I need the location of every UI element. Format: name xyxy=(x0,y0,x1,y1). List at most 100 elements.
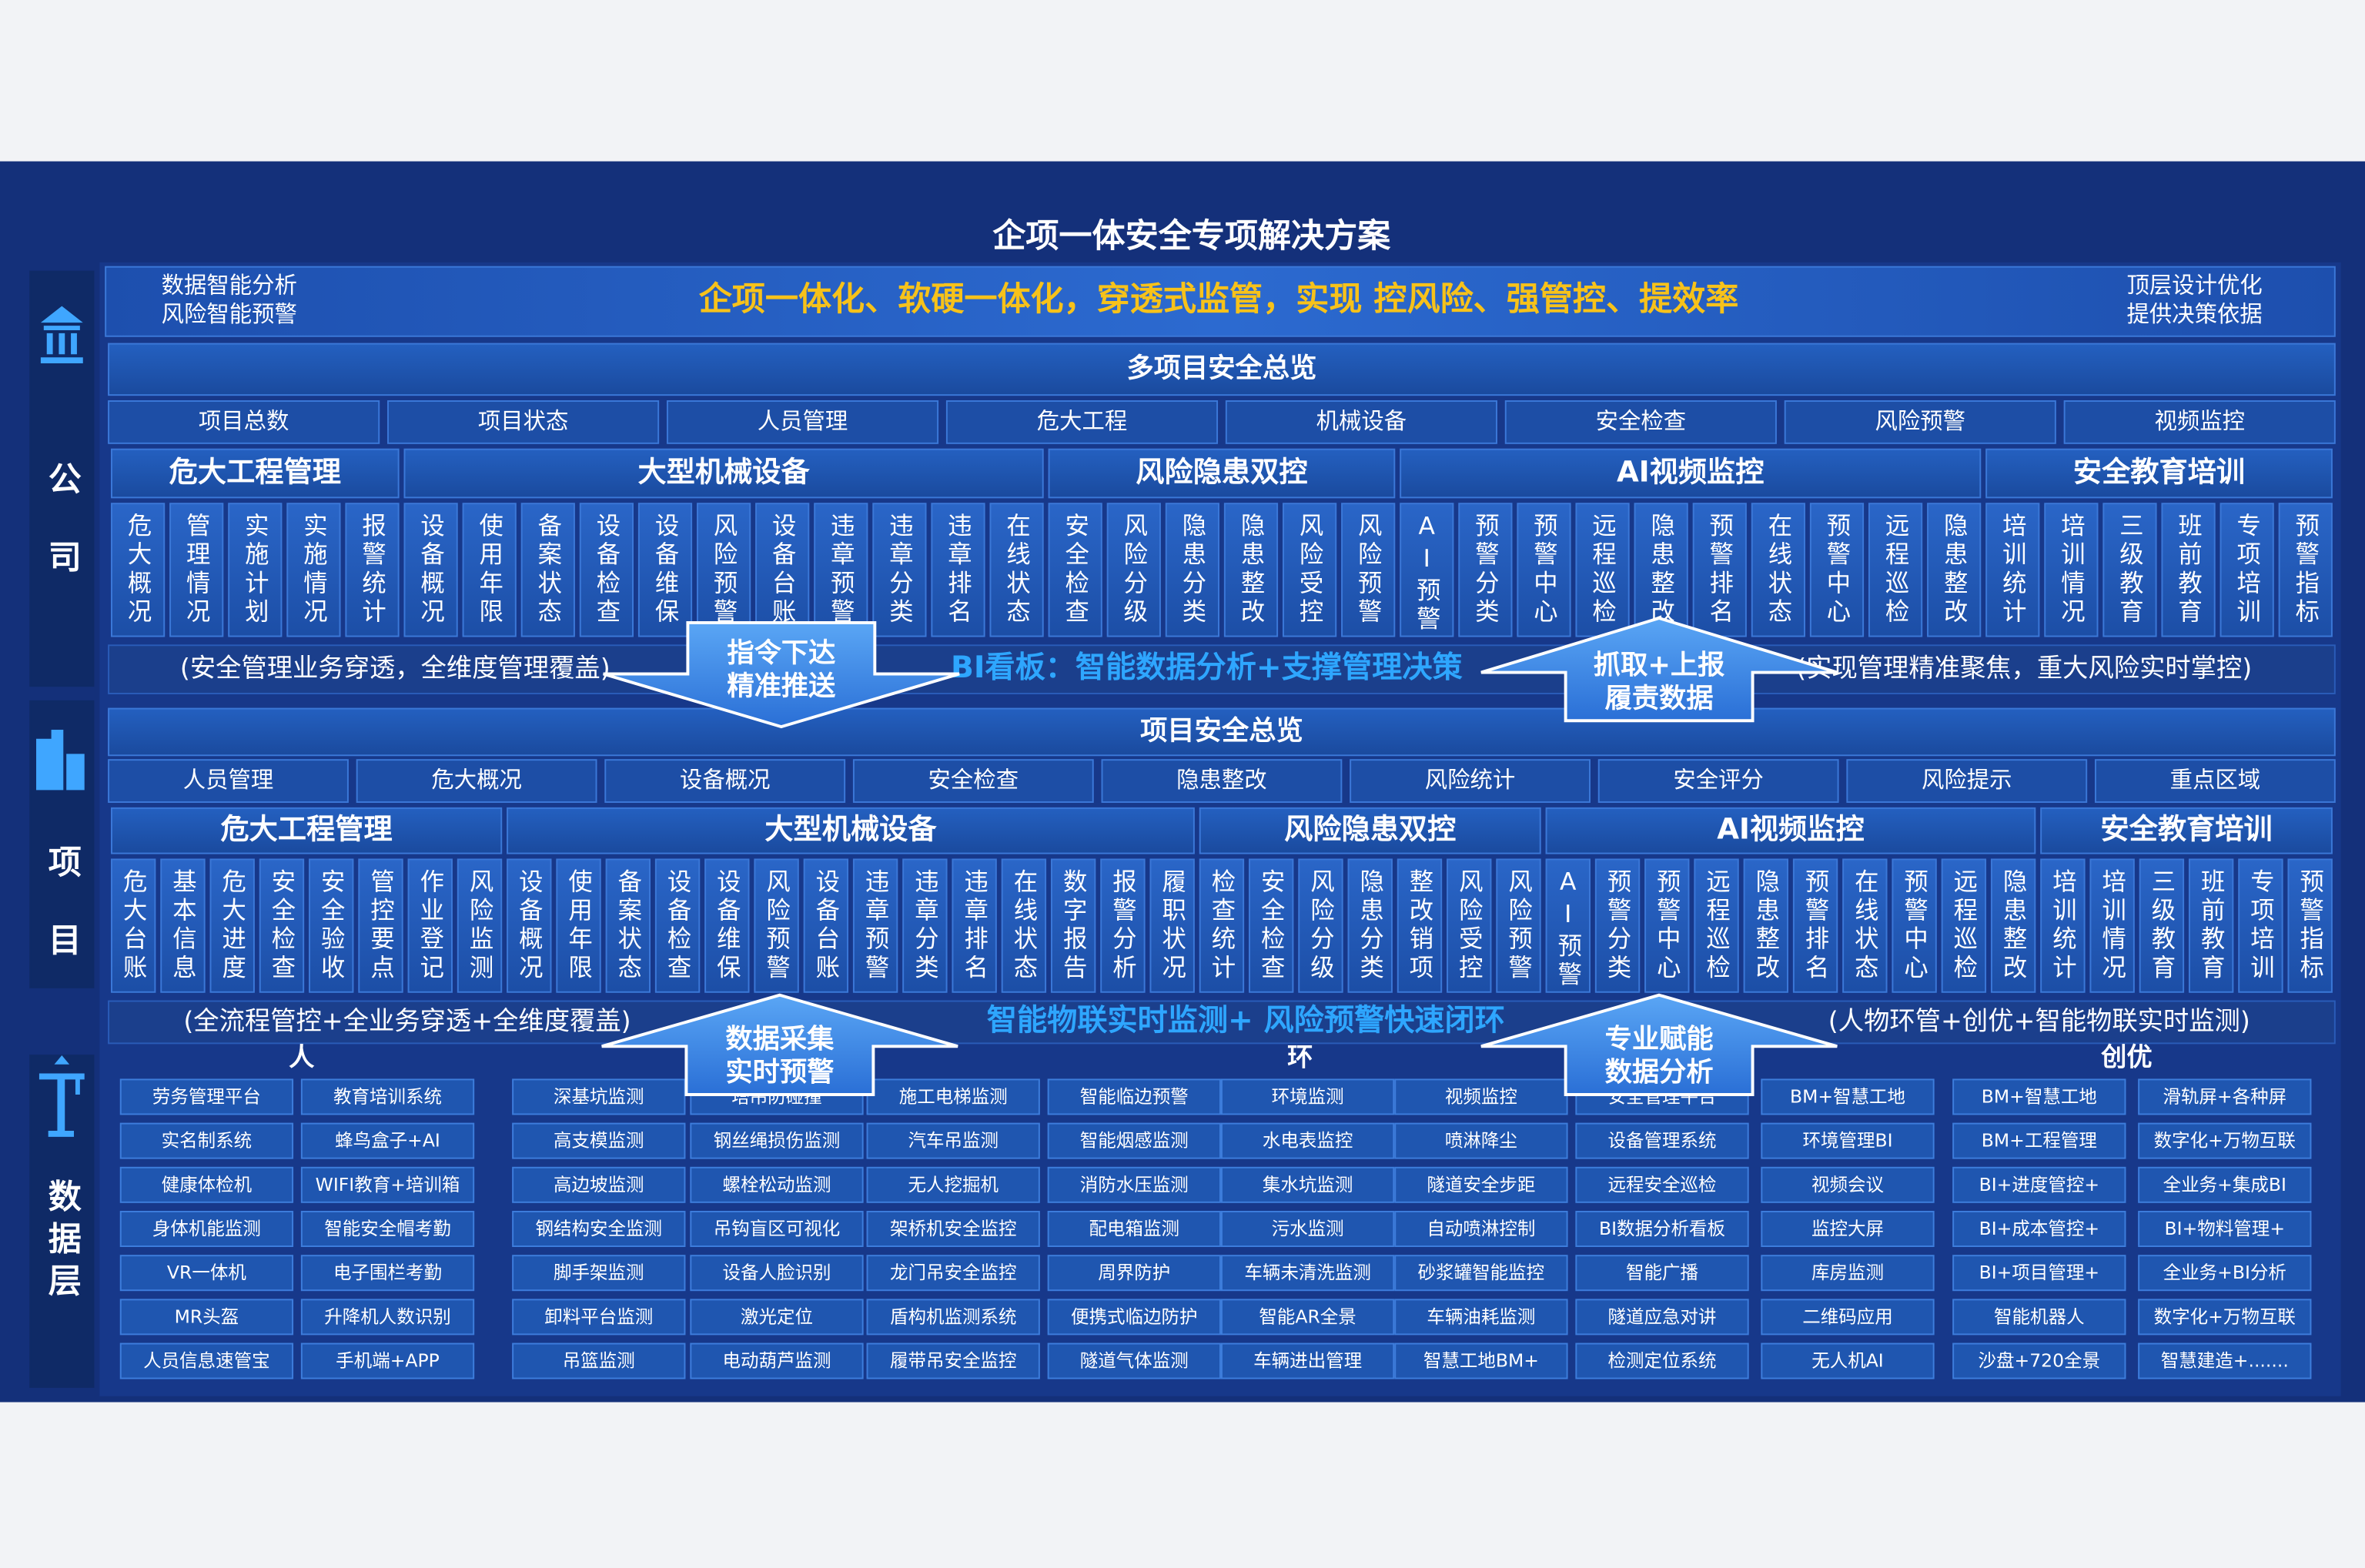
data-cell xyxy=(866,1342,1040,1379)
data-cell xyxy=(512,1078,686,1115)
data-cell-label: BM+工程管理 xyxy=(1982,1130,2097,1152)
data-cell xyxy=(1394,1122,1568,1159)
data-cell-label: 数字化+万物互联 xyxy=(2154,1130,2296,1152)
module-item xyxy=(852,858,898,993)
item-label: 专项培训 xyxy=(2246,868,2274,983)
data-cell xyxy=(1761,1255,1935,1292)
item-label: 风险预警 xyxy=(710,513,738,627)
data-cell xyxy=(866,1122,1040,1159)
data-cell-label: BM+智慧工地 xyxy=(1982,1085,2097,1107)
banner xyxy=(105,266,2336,337)
data-cell xyxy=(1220,1255,1395,1292)
item-label: 作业登记 xyxy=(416,868,444,983)
tab xyxy=(945,400,1219,444)
data-cell xyxy=(1761,1210,1935,1248)
module-header xyxy=(1545,807,2036,854)
data-cell xyxy=(1394,1342,1568,1379)
data-cell-label: 隧道气体监测 xyxy=(1080,1350,1189,1372)
item-label: 安全检查 xyxy=(268,868,296,983)
data-cell-label: VR一体机 xyxy=(167,1262,246,1283)
data-cell-label: 全业务+BI分析 xyxy=(2163,1262,2286,1283)
data-cell-label: 滑轨屏+各种屏 xyxy=(2163,1085,2286,1107)
module-item xyxy=(556,858,601,993)
item-label: 危大进度 xyxy=(219,868,246,983)
band-right: (人物环管+创优+智能物联实时监测) xyxy=(1828,1005,2250,1035)
module-item xyxy=(2040,858,2086,993)
item-label: 培训情况 xyxy=(2099,868,2126,983)
module-header xyxy=(507,807,1195,854)
module-item xyxy=(2278,503,2333,637)
data-cell-label: 设备人脸识别 xyxy=(722,1262,831,1283)
tab xyxy=(387,400,660,444)
item-label: 管理情况 xyxy=(182,513,210,627)
data-cell-label: 电动葫芦监测 xyxy=(722,1350,831,1372)
item-label: 风险分级 xyxy=(1120,513,1148,627)
module-item xyxy=(520,503,575,637)
data-cell-label: 喷淋降尘 xyxy=(1445,1130,1517,1152)
data-cell xyxy=(1220,1122,1395,1159)
module-item xyxy=(2161,503,2216,637)
module-item xyxy=(1868,503,1923,637)
data-cell-label: BI+成本管控+ xyxy=(1979,1218,2099,1239)
data-cell xyxy=(2138,1122,2312,1159)
data-cell-label: 智能机器人 xyxy=(1994,1306,2085,1327)
data-cell xyxy=(2138,1299,2312,1336)
item-label: 隐患整改 xyxy=(1999,868,2027,983)
data-cell xyxy=(1761,1342,1935,1379)
module-item xyxy=(1517,503,1571,637)
module-item xyxy=(111,503,166,637)
data-cell-label: 自动喷淋控制 xyxy=(1427,1218,1535,1239)
module-item xyxy=(403,503,458,637)
data-cell-label: 卸料平台监测 xyxy=(544,1306,653,1327)
item-label: 远程巡检 xyxy=(1589,513,1617,627)
tab xyxy=(852,759,1094,803)
arrow-label: 精准推送 xyxy=(727,670,836,702)
data-cell xyxy=(119,1342,294,1379)
item-label: 班前教育 xyxy=(2175,513,2203,627)
item-label: 预警中心 xyxy=(1530,513,1557,627)
module-title: 风险隐患双控 xyxy=(1136,455,1307,489)
item-label: 使用年限 xyxy=(565,868,593,983)
item-label: 风险受控 xyxy=(1455,868,1483,983)
module-item xyxy=(1458,503,1513,637)
module-header xyxy=(1985,448,2333,499)
data-cell xyxy=(1575,1210,1749,1248)
data-cell-label: 设备管理系统 xyxy=(1608,1130,1717,1152)
data-cell-label: 集水坑监测 xyxy=(1263,1174,1353,1195)
module-item xyxy=(2287,858,2333,993)
data-cell-label: 车辆未清洗监测 xyxy=(1244,1262,1371,1283)
item-label: 风险预警 xyxy=(763,868,791,983)
data-cell xyxy=(1220,1342,1395,1379)
data-cell-label: 智慧工地BM+ xyxy=(1423,1350,1539,1372)
item-label: 三级教育 xyxy=(2116,513,2143,627)
module-item xyxy=(1347,858,1393,993)
item-label: AI预警 xyxy=(1413,513,1440,634)
data-cell-label: 智能AR全景 xyxy=(1259,1306,1356,1327)
data-cell-label: 健康体检机 xyxy=(162,1174,253,1195)
data-cell xyxy=(866,1166,1040,1203)
item-label: 检查统计 xyxy=(1208,868,1236,983)
data-cell-label: BI数据分析看板 xyxy=(1599,1218,1725,1239)
module-item xyxy=(704,858,750,993)
data-cell xyxy=(1761,1299,1935,1336)
item-label: 危大台账 xyxy=(119,868,147,983)
data-cell xyxy=(512,1255,686,1292)
module-item xyxy=(1447,858,1492,993)
data-cell xyxy=(1575,1122,1749,1159)
module-item xyxy=(1282,503,1337,637)
tab-label: 人员管理 xyxy=(758,408,848,434)
data-cell-label: 库房监测 xyxy=(1811,1262,1884,1283)
item-label: 预警中心 xyxy=(1653,868,1681,983)
data-cell xyxy=(1952,1210,2126,1248)
module-title: 风险隐患双控 xyxy=(1284,812,1456,846)
tab xyxy=(1504,400,1777,444)
module-item xyxy=(286,503,341,637)
module-item xyxy=(872,503,927,637)
data-cell xyxy=(119,1255,294,1292)
module-item xyxy=(2139,858,2185,993)
module-item xyxy=(1149,858,1195,993)
item-label: 培训情况 xyxy=(2057,513,2085,627)
module-item xyxy=(1941,858,1987,993)
module-item xyxy=(1001,858,1047,993)
